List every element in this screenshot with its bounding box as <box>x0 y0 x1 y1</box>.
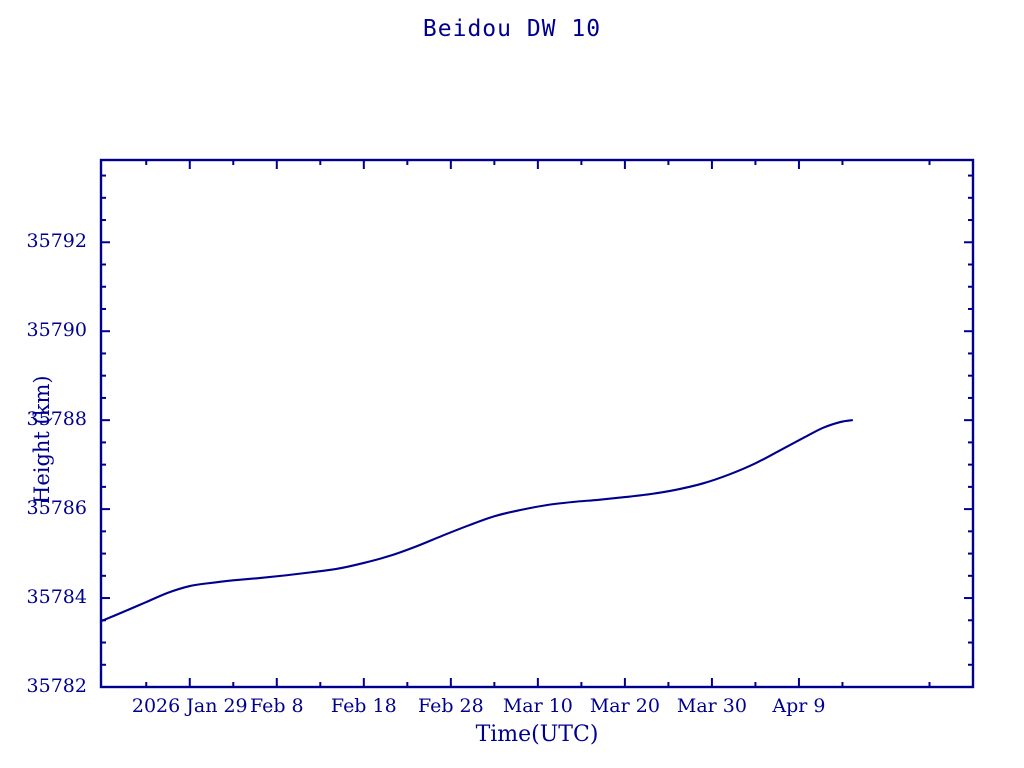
y-tick-label: 35792 <box>26 230 87 253</box>
plot-frame <box>99 158 975 689</box>
x-tick-label: Feb 18 <box>330 695 397 717</box>
x-tick-label: Mar 30 <box>676 695 747 717</box>
y-tick-label: 35788 <box>26 408 87 431</box>
x-tick-label: 2026 Jan 29 <box>131 695 248 717</box>
height-series-line <box>99 419 854 623</box>
x-tick-label: Mar 20 <box>589 695 660 717</box>
page-title: Beidou DW 10 <box>422 16 602 42</box>
x-tick-label: Apr 9 <box>772 695 826 717</box>
y-tick-label: 35782 <box>26 675 87 697</box>
y-tick-label: 35784 <box>26 586 87 609</box>
x-tick-label: Feb 28 <box>417 695 484 717</box>
y-axis-title: Height (km) <box>30 374 54 504</box>
x-tick-label: Mar 10 <box>502 695 573 717</box>
y-tick-label: 35786 <box>26 497 87 520</box>
axis-ticks <box>101 160 973 688</box>
x-tick-label: Feb 8 <box>249 695 304 717</box>
y-tick-label: 35790 <box>26 319 87 342</box>
x-axis-title: Time(UTC) <box>475 722 599 747</box>
